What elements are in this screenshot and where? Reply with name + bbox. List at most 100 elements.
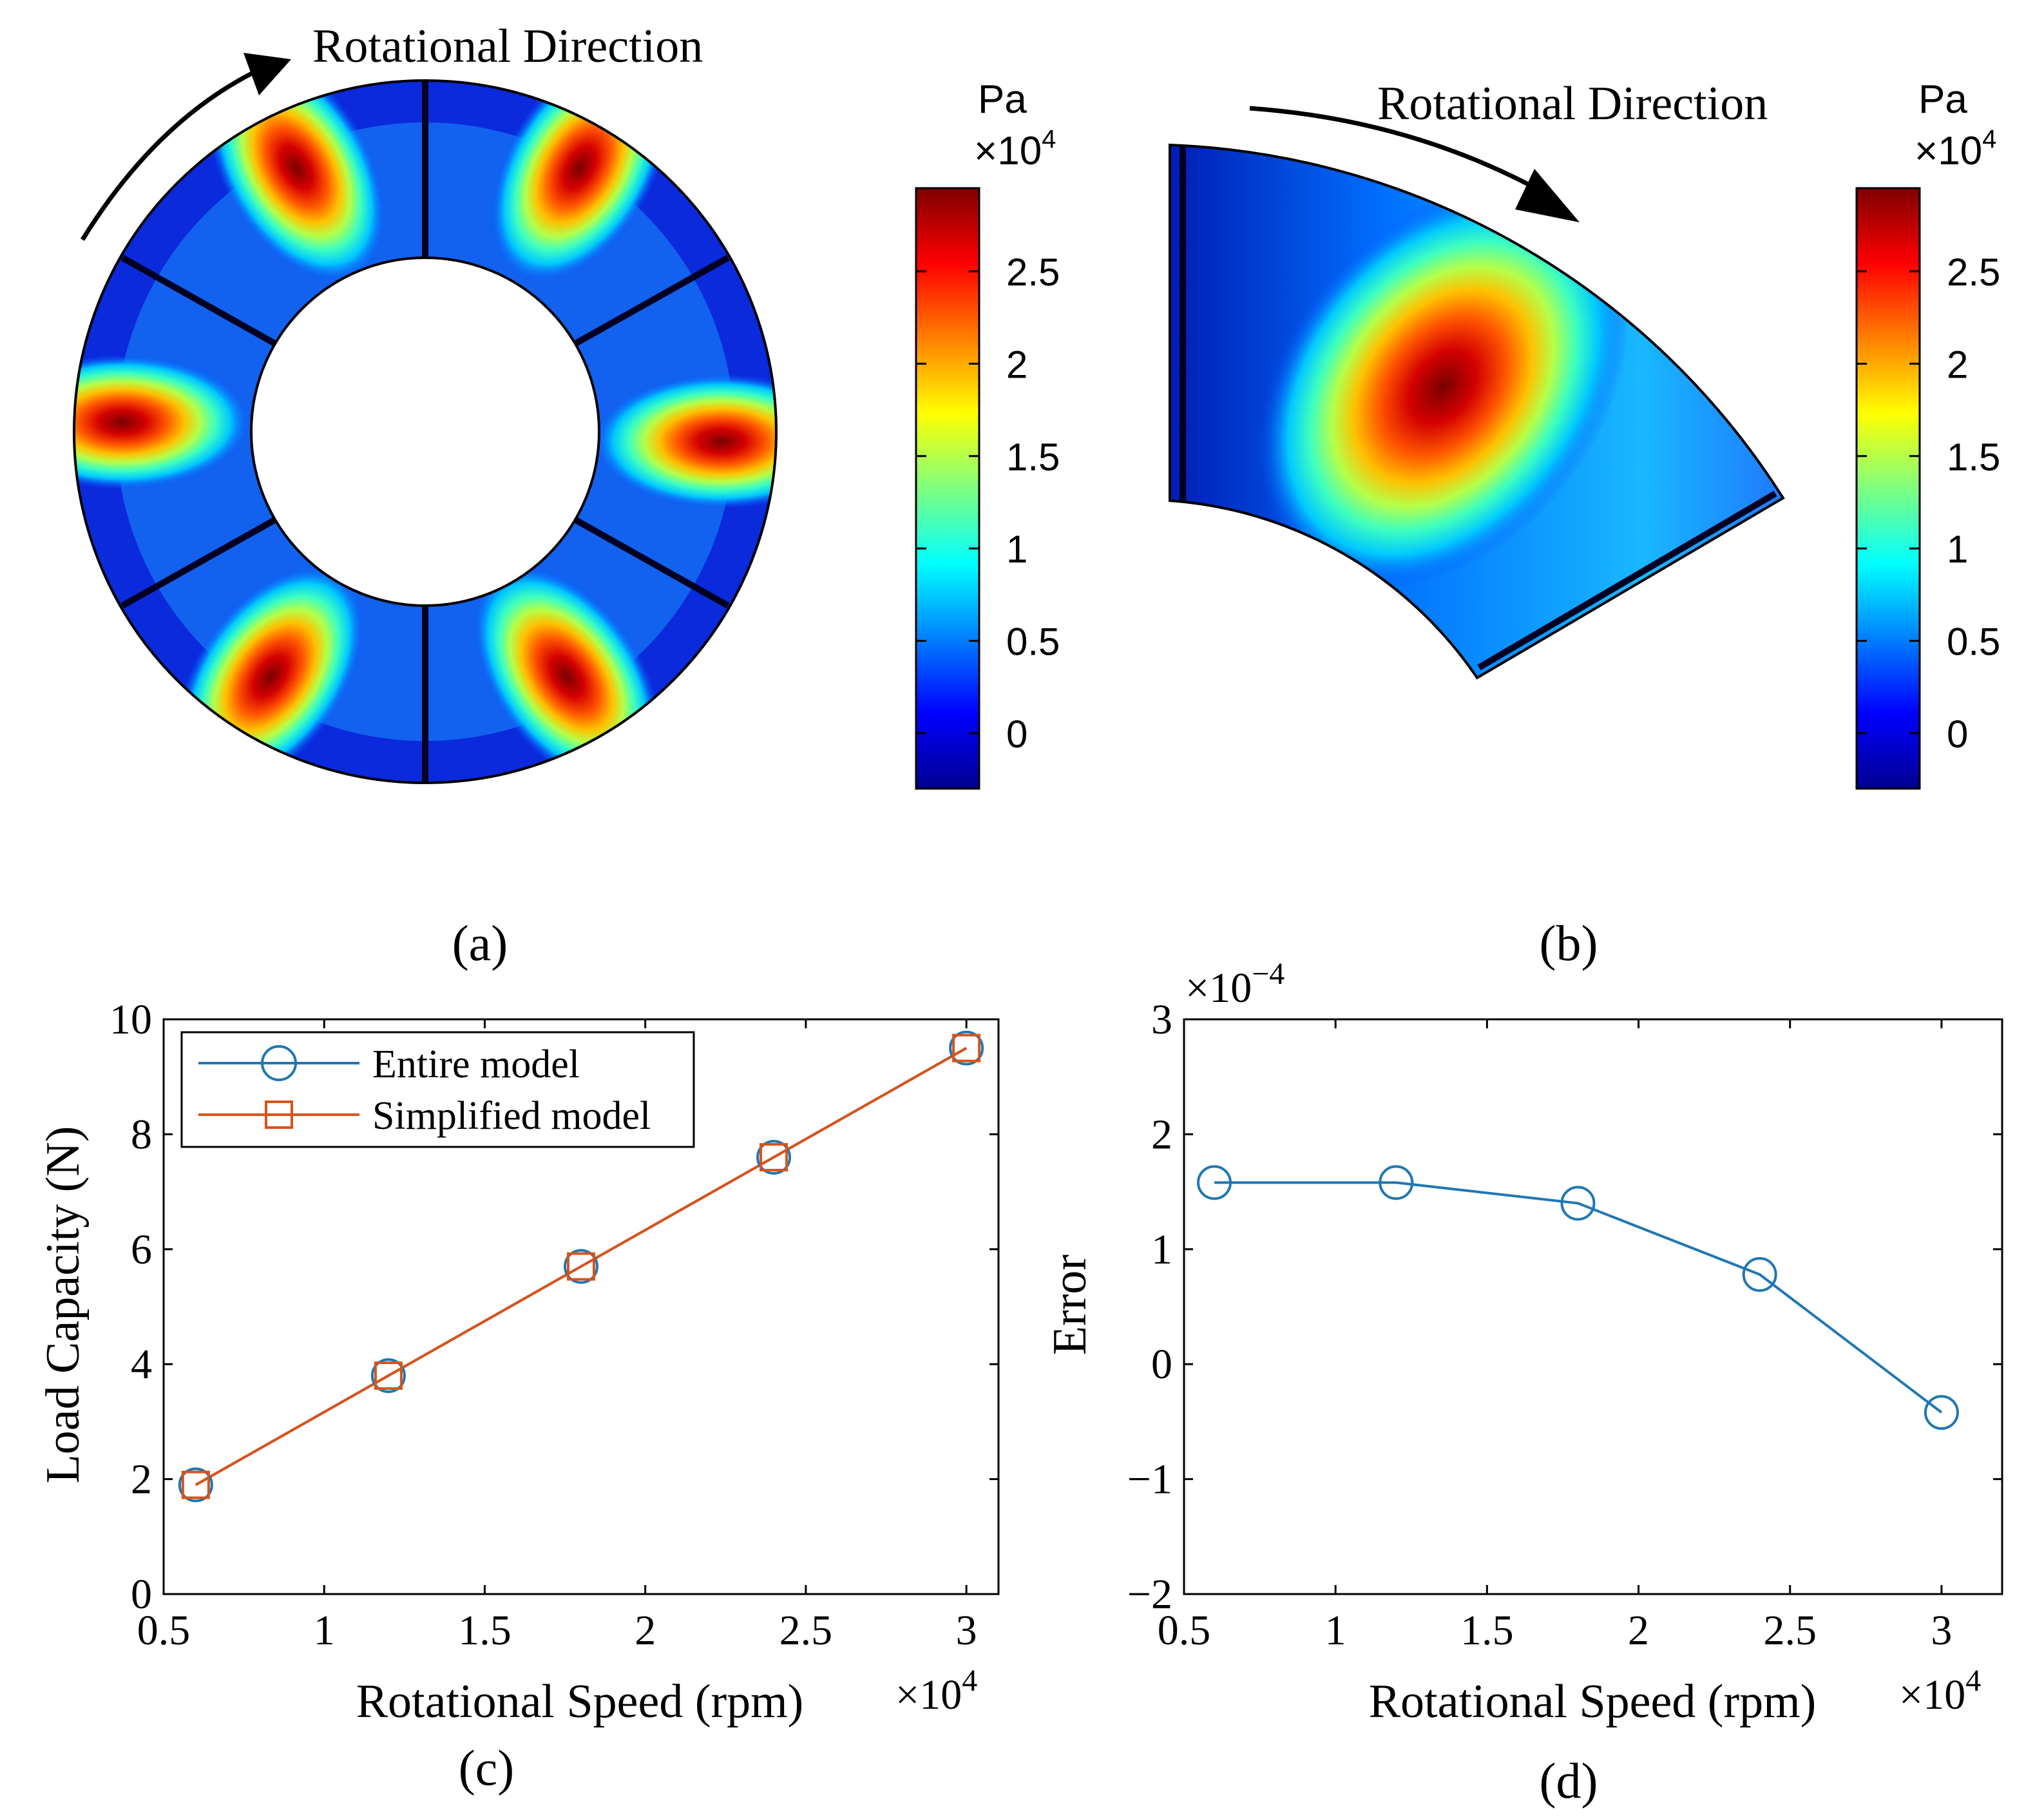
colorbar-unit: Pa [1918, 77, 1967, 122]
panel-a: Rotational Direction 2.5 2 1.5 1 0.5 0 Pa ×10… [73, 20, 1060, 971]
x-tick-label: 1.5 [458, 1607, 511, 1654]
series-line-1 [195, 1046, 968, 1486]
series [178, 1030, 984, 1503]
colorbar-ticks: 2.5 2 1.5 1 0.5 0 [1857, 251, 2000, 756]
rotation-arrowhead [1515, 169, 1580, 222]
colorbar-unit: Pa [978, 77, 1027, 122]
colorbar-tick-label: 2 [1006, 343, 1027, 386]
colorbar-tick-label: 0.5 [1947, 620, 2000, 664]
colorbar-tick-label: 1.5 [1947, 436, 2000, 479]
series [1197, 1165, 1959, 1430]
x-tick-label: 3 [956, 1607, 977, 1654]
x-tick-label: 0.5 [1158, 1607, 1211, 1654]
panel-d-caption: (d) [1540, 1753, 1598, 1809]
groove-lines [120, 80, 730, 784]
y-tick-label: 2 [1151, 1111, 1172, 1158]
legend-marker-square [265, 1101, 293, 1129]
panel-b-title: Rotational Direction [1377, 77, 1768, 130]
sector-outline [1169, 143, 1785, 680]
legend: Entire model Simplified model [180, 1031, 695, 1148]
y-axis-label: Load Capacity (N) [37, 1126, 90, 1484]
colorbar-tick-label: 2.5 [1947, 251, 2000, 294]
y-tick-label: 8 [131, 1111, 152, 1158]
colorbar-tick-label: 0 [1006, 713, 1027, 756]
data-point-square [181, 1470, 210, 1499]
panel-b: Rotational Direction 2.5 2 1.5 1 0.5 0 Pa ×10… [1169, 77, 2000, 971]
x-tick-label: 2.5 [779, 1607, 833, 1654]
y-tick-label: 0 [131, 1571, 152, 1618]
colorbar-tick-label: 0.5 [1006, 620, 1060, 664]
legend-label-simplified: Simplified model [372, 1094, 651, 1138]
groove-line [1477, 490, 1777, 671]
rotation-arrow [81, 62, 272, 241]
series-line-0 [1214, 1181, 1943, 1414]
colorbar-tick-label: 0 [1947, 713, 1968, 756]
x-tick-label: 1 [314, 1607, 335, 1654]
y-tick-label: −1 [1127, 1456, 1172, 1503]
pressure-lobe [1257, 186, 1629, 587]
x-axis-label: Rotational Speed (rpm) [1369, 1675, 1817, 1728]
y-tick-label: 10 [110, 996, 152, 1043]
y-tick-label: 0 [1151, 1341, 1172, 1388]
x-axis-label: Rotational Speed (rpm) [356, 1675, 804, 1728]
data-point-circle [1379, 1165, 1414, 1200]
y-tick-label: 2 [131, 1456, 152, 1503]
y-tick-label: 6 [131, 1226, 152, 1273]
data-point-square [374, 1361, 403, 1390]
data-point-square [952, 1033, 981, 1062]
y-tick-label: 1 [1151, 1226, 1172, 1273]
panel-b-colorbar: 2.5 2 1.5 1 0.5 0 Pa ×104 [1855, 77, 2000, 790]
data-point-circle [1197, 1165, 1232, 1200]
y-axis-label: Error [1044, 1255, 1096, 1355]
colorbar-ticks: 2.5 2 1.5 1 0.5 0 [916, 251, 1060, 756]
ring-inner-hole [250, 256, 600, 607]
y-tick-label: −2 [1127, 1571, 1172, 1618]
x-tick-label: 2.5 [1763, 1607, 1817, 1654]
panel-b-caption: (b) [1540, 915, 1598, 971]
y-tick-label: 4 [131, 1341, 152, 1388]
axes: 0.5 1 1.5 2 2.5 3 −2 −1 0 1 2 3 [1127, 996, 2002, 1654]
colorbar-tick-label: 2 [1947, 343, 1968, 386]
data-point-square [567, 1252, 595, 1281]
data-point-circle [564, 1249, 598, 1284]
data-point-circle [1560, 1186, 1596, 1221]
legend-label-entire: Entire model [372, 1043, 580, 1086]
x-tick-label: 2 [1628, 1607, 1649, 1654]
panel-c-chart: 0.5 1 1.5 2 2.5 3 0 2 4 6 8 10 Entire model Simplif… [37, 996, 1000, 1796]
data-point-circle [178, 1467, 213, 1503]
rotation-arrow [1249, 106, 1534, 189]
colorbar-tick-label: 1.5 [1006, 436, 1060, 479]
colorbar-tick-label: 2.5 [1006, 251, 1060, 294]
rotation-arrowhead [244, 53, 291, 95]
panel-a-caption: (a) [452, 915, 508, 971]
x-tick-label: 0.5 [137, 1607, 191, 1654]
pressure-lobe [73, 354, 251, 490]
colorbar-tick-label: 1 [1947, 528, 1968, 571]
x-tick-label: 1.5 [1460, 1607, 1514, 1654]
colorbar-gradient [915, 187, 980, 790]
y-axis-multiplier: ×10−4 [1185, 957, 1285, 1012]
panel-d-chart: 0.5 1 1.5 2 2.5 3 −2 −1 0 1 2 3 Rotational Speed (r… [1044, 957, 2003, 1809]
data-point-circle [1742, 1257, 1777, 1293]
y-tick-label: 3 [1151, 996, 1172, 1043]
axes: 0.5 1 1.5 2 2.5 3 0 2 4 6 8 10 [110, 996, 998, 1654]
x-axis-multiplier: ×104 [1899, 1664, 1981, 1718]
data-point-circle [949, 1030, 984, 1066]
colorbar-multiplier: ×104 [1915, 125, 1996, 173]
sector-pressure-map [1170, 145, 1783, 678]
panel-a-colorbar: 2.5 2 1.5 1 0.5 0 Pa ×104 [915, 77, 1060, 790]
ring-outer-edge [73, 79, 778, 784]
colorbar-gradient [1855, 187, 1921, 790]
x-tick-label: 1 [1325, 1607, 1346, 1654]
plot-frame [1183, 1018, 2003, 1595]
pressure-lobe [593, 374, 777, 509]
panel-a-title: Rotational Direction [312, 20, 703, 73]
data-point-circle [1924, 1395, 1959, 1430]
x-tick-label: 3 [1931, 1607, 1952, 1654]
colorbar-tick-label: 1 [1006, 528, 1027, 571]
x-axis-multiplier: ×104 [895, 1664, 977, 1718]
colorbar-multiplier: ×104 [974, 125, 1056, 173]
legend-marker-circle [261, 1045, 297, 1081]
plot-frame [162, 1018, 1000, 1595]
